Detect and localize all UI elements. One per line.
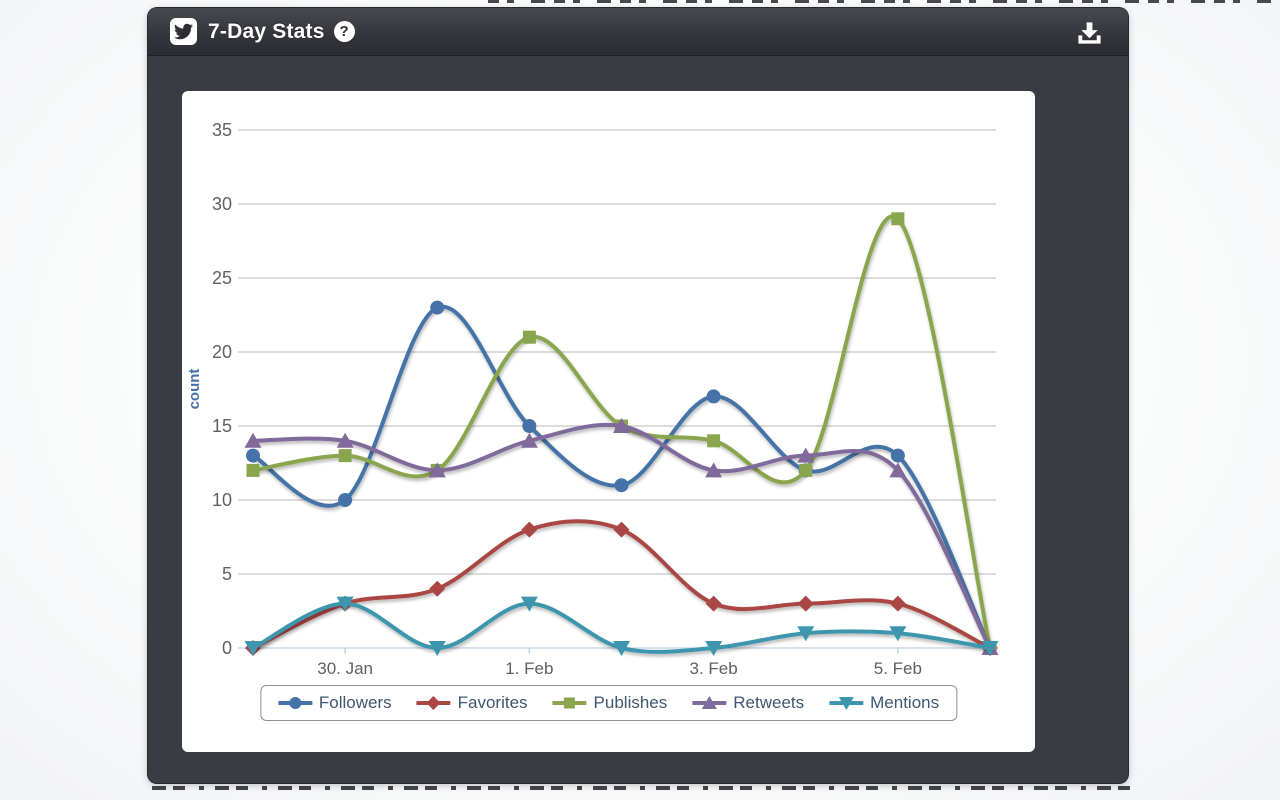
- marker-followers[interactable]: [614, 478, 629, 493]
- help-icon[interactable]: ?: [333, 21, 355, 42]
- marker-favorites[interactable]: [613, 521, 630, 538]
- y-axis-title: count: [186, 369, 203, 410]
- legend-marker-retweets[interactable]: [701, 696, 717, 709]
- legend-item-publishes[interactable]: Publishes: [552, 693, 668, 713]
- y-axis-tick-label: 15: [212, 416, 232, 436]
- download-button[interactable]: [1072, 17, 1106, 47]
- chart-legend: Followers Favorites Publishes Retweets Menti…: [259, 685, 958, 721]
- legend-label: Favorites: [457, 693, 528, 712]
- legend-symbol-triangle-icon: [692, 696, 727, 709]
- stats-widget-window: 7-Day Stats ? 0 5 10 15 20 25 30 35 count 30. Jan…: [148, 8, 1128, 783]
- marker-mentions[interactable]: [336, 596, 354, 612]
- y-axis-tick-label: 30: [212, 194, 232, 214]
- marker-followers[interactable]: [338, 493, 353, 507]
- marker-favorites[interactable]: [705, 595, 722, 612]
- marker-mentions[interactable]: [797, 626, 815, 642]
- y-axis-tick-label: 0: [222, 638, 232, 658]
- legend-symbol-circle-icon: [277, 697, 312, 709]
- y-axis-tick-label: 20: [212, 342, 232, 362]
- marker-mentions[interactable]: [613, 641, 630, 656]
- marker-retweets[interactable]: [705, 462, 723, 478]
- legend-symbol-triangle-down-icon: [829, 697, 864, 710]
- marker-publishes[interactable]: [799, 463, 813, 477]
- marker-retweets[interactable]: [520, 432, 538, 448]
- marker-retweets[interactable]: [244, 432, 262, 448]
- cropped-content-top: [488, 0, 1280, 3]
- legend-label: Retweets: [733, 693, 805, 712]
- marker-mentions[interactable]: [705, 641, 723, 656]
- marker-followers[interactable]: [890, 448, 905, 463]
- chart-panel: 0 5 10 15 20 25 30 35 count 30. Jan 1. Feb 3. Feb 5.…: [182, 91, 1035, 752]
- x-axis-tick-label: 3. Feb: [690, 659, 738, 678]
- marker-publishes[interactable]: [707, 434, 721, 448]
- line-chart: 0 5 10 15 20 25 30 35 count 30. Jan 1. Feb 3. Feb 5.…: [186, 120, 999, 678]
- window-title: 7-Day Stats: [208, 19, 325, 43]
- y-axis-tick-label: 10: [212, 490, 232, 510]
- marker-followers[interactable]: [522, 419, 537, 433]
- marker-retweets[interactable]: [428, 462, 446, 478]
- marker-favorites[interactable]: [889, 595, 906, 612]
- legend-marker-mentions[interactable]: [838, 697, 854, 710]
- series-mentions: [244, 596, 999, 656]
- marker-followers[interactable]: [246, 448, 260, 463]
- legend-label: Publishes: [593, 693, 668, 712]
- legend-item-followers[interactable]: Followers: [277, 693, 392, 713]
- marker-mentions[interactable]: [244, 641, 262, 656]
- marker-publishes[interactable]: [338, 449, 352, 463]
- marker-publishes[interactable]: [246, 463, 260, 477]
- legend-marker-favorites[interactable]: [426, 696, 441, 710]
- marker-followers[interactable]: [706, 389, 721, 404]
- marker-publishes[interactable]: [891, 212, 905, 226]
- legend-item-favorites[interactable]: Favorites: [416, 693, 528, 713]
- marker-retweets[interactable]: [336, 432, 354, 448]
- legend-item-retweets[interactable]: Retweets: [692, 693, 804, 713]
- titlebar: 7-Day Stats ?: [148, 8, 1128, 56]
- marker-favorites[interactable]: [429, 580, 446, 597]
- legend-marker-publishes[interactable]: [564, 697, 576, 709]
- legend-label: Mentions: [870, 693, 940, 712]
- marker-retweets[interactable]: [797, 447, 815, 463]
- marker-followers[interactable]: [430, 300, 445, 315]
- marker-retweets[interactable]: [613, 418, 630, 433]
- marker-retweets[interactable]: [889, 462, 907, 478]
- y-axis-tick-label: 25: [212, 268, 232, 288]
- marker-mentions[interactable]: [520, 596, 538, 612]
- line-favorites: [251, 519, 992, 650]
- legend-symbol-diamond-icon: [416, 696, 451, 710]
- marker-mentions[interactable]: [428, 641, 446, 656]
- marker-favorites[interactable]: [797, 595, 814, 612]
- legend-symbol-square-icon: [552, 697, 587, 709]
- download-icon: [1076, 20, 1103, 44]
- line-mentions: [251, 601, 992, 654]
- marker-mentions[interactable]: [889, 626, 907, 642]
- x-axis-tick-label: 5. Feb: [874, 659, 922, 678]
- legend-marker-followers[interactable]: [288, 697, 301, 709]
- cropped-content-bottom: [152, 786, 1130, 790]
- twitter-icon: [170, 18, 197, 45]
- marker-mentions[interactable]: [981, 641, 999, 656]
- marker-publishes[interactable]: [522, 330, 536, 344]
- legend-label: Followers: [318, 693, 392, 712]
- x-axis-tick-label: 1. Feb: [505, 659, 553, 678]
- x-axis-tick-label: 30. Jan: [317, 659, 373, 678]
- legend-item-mentions[interactable]: Mentions: [829, 693, 939, 713]
- marker-favorites[interactable]: [521, 521, 538, 538]
- line-publishes: [251, 214, 992, 650]
- y-axis-tick-label: 5: [222, 564, 232, 584]
- series-favorites: [245, 519, 998, 656]
- y-axis-tick-label: 35: [212, 120, 232, 140]
- line-followers: [251, 304, 992, 650]
